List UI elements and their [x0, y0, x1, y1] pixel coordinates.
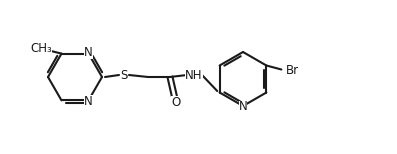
Text: CH₃: CH₃	[31, 42, 52, 55]
Text: N: N	[84, 95, 93, 108]
Text: S: S	[120, 69, 128, 81]
Text: NH: NH	[185, 69, 203, 81]
Text: N: N	[84, 46, 93, 59]
Text: N: N	[239, 101, 247, 113]
Text: Br: Br	[286, 64, 299, 77]
Text: O: O	[172, 95, 181, 109]
